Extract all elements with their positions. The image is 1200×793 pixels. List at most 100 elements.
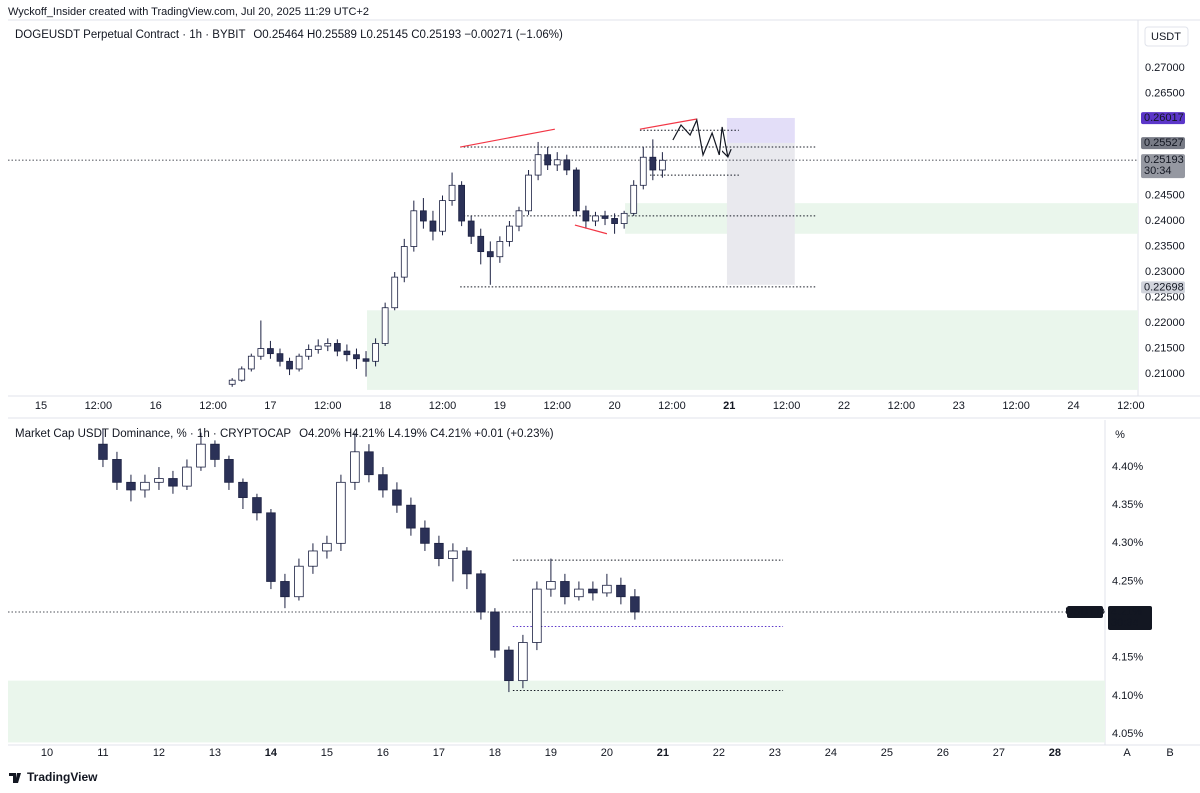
y-tick-label: 0.24000: [1145, 215, 1185, 227]
candle-body: [458, 184, 465, 222]
price-label: 0.25527: [1144, 137, 1184, 149]
candle-body: [210, 443, 220, 460]
countdown: 30:34: [1144, 165, 1172, 177]
candle-body: [286, 360, 293, 370]
candle-body: [126, 481, 136, 491]
x-tick-label: 12:00: [199, 400, 227, 412]
x-tick-label: 12:00: [1117, 400, 1145, 412]
y-tick-label: 0.21000: [1145, 368, 1185, 380]
candle-body: [410, 210, 418, 247]
candle-body: [532, 588, 542, 643]
x-tick-label: 12:00: [543, 400, 571, 412]
legend-title: DOGEUSDT Perpetual Contract · 1h · BYBIT: [15, 29, 245, 41]
y-tick-label: 4.10%: [1112, 690, 1143, 702]
x-tick-label: 22: [713, 747, 725, 759]
candle-body: [515, 210, 523, 227]
candle-body: [420, 527, 430, 544]
unit-label[interactable]: USDT: [1151, 31, 1181, 43]
price-label-bg: [1141, 154, 1185, 179]
candle-body: [372, 343, 379, 362]
x-tick-label: 11: [97, 747, 108, 759]
price-label: 0.25193: [1144, 154, 1184, 166]
brand-text: TradingView: [27, 770, 98, 784]
candle-body: [602, 584, 612, 594]
header: Wyckoff_Insider created with TradingView…: [8, 6, 369, 18]
scale-button[interactable]: B: [1166, 747, 1173, 759]
x-tick-label: 25: [881, 747, 893, 759]
candle-body: [448, 184, 456, 202]
x-tick-label: 28: [1049, 747, 1061, 759]
x-tick-label: 27: [993, 747, 1005, 759]
x-tick-label: 23: [769, 747, 781, 759]
x-tick-label: 21: [723, 400, 735, 412]
brand: TradingView: [9, 770, 98, 784]
x-tick-label: 16: [377, 747, 389, 759]
candle-body: [582, 210, 590, 222]
candle-body: [295, 355, 303, 370]
x-tick-label: 22: [838, 400, 850, 412]
candle-body: [391, 276, 399, 309]
candle-body: [381, 307, 389, 344]
x-tick-label: 14: [265, 747, 278, 759]
candle-body: [266, 512, 276, 582]
candle-body: [553, 159, 561, 166]
x-tick-label: 12:00: [429, 400, 457, 412]
candle-body: [534, 154, 542, 176]
candle-body: [322, 542, 332, 552]
candle-body: [462, 550, 472, 575]
zone: [625, 203, 1138, 234]
candle-body: [182, 466, 192, 487]
candle-body: [392, 489, 402, 506]
candle-body: [400, 246, 408, 278]
candle-body: [364, 451, 374, 476]
zone: [366, 310, 1138, 390]
price-label-bg: [1141, 281, 1185, 294]
legend: Market Cap USDT Dominance, % · 1h · CRYP…: [15, 428, 554, 440]
candle-body: [343, 350, 351, 356]
candle-body: [563, 159, 571, 171]
x-tick-label: 19: [545, 747, 557, 759]
x-tick-label: 15: [321, 747, 333, 759]
x-tick-label: 23: [953, 400, 965, 412]
candle-body: [362, 358, 370, 362]
candle-body: [324, 343, 332, 347]
candle-body: [308, 550, 318, 567]
x-tick-label: 12:00: [658, 400, 686, 412]
candle-body: [649, 156, 657, 171]
legend-values: O4.20% H4.21% L4.19% C4.21% +0.01 (+0.23…: [299, 428, 554, 440]
y-tick-label: 4.05%: [1112, 728, 1143, 740]
y-tick-label: 0.27000: [1145, 62, 1185, 74]
candle-body: [112, 459, 122, 483]
x-tick-label: 18: [379, 400, 391, 412]
y-tick-label: 0.23500: [1145, 240, 1185, 252]
candle-body: [196, 443, 206, 468]
pane: Market Cap USDT Dominance, % · 1h · CRYP…: [8, 428, 1174, 759]
plot-area: [8, 428, 1105, 743]
x-tick-label: 24: [1067, 400, 1079, 412]
symbol-label-bg: [1067, 605, 1103, 618]
y-tick-label: 4.25%: [1112, 575, 1143, 587]
price-label-bg: [1141, 112, 1185, 125]
candle-body: [439, 200, 446, 232]
candle-body: [496, 241, 504, 258]
x-tick-label: 24: [825, 747, 837, 759]
candle-body: [546, 581, 556, 590]
candle-body: [238, 481, 248, 498]
candle-body: [490, 611, 500, 651]
candle-body: [639, 156, 647, 186]
scale-button[interactable]: A: [1123, 747, 1131, 759]
drawing-line: [574, 224, 608, 235]
x-tick-label: 10: [41, 747, 53, 759]
candle-body: [257, 348, 265, 357]
candle-body: [518, 642, 528, 682]
x-tick-label: 15: [35, 400, 47, 412]
candle-body: [294, 565, 304, 598]
candle-body: [560, 581, 570, 598]
y-tick-label: 4.40%: [1112, 461, 1143, 473]
x-tick-label: 26: [937, 747, 949, 759]
x-tick-label: 19: [494, 400, 506, 412]
candle-body: [504, 649, 514, 682]
x-tick-label: 12:00: [888, 400, 916, 412]
y-tick-label: 0.23000: [1145, 266, 1185, 278]
candle-body: [238, 368, 246, 381]
